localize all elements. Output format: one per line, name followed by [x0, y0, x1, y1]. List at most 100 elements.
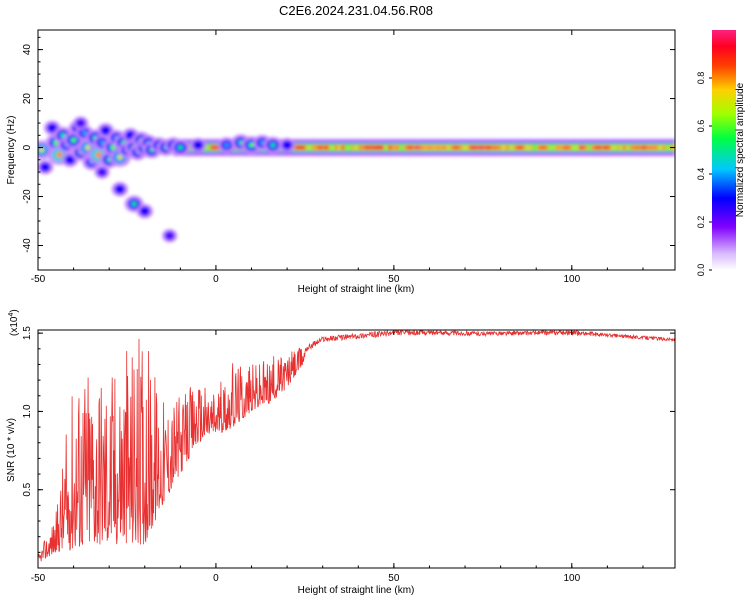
spectral-blob-core [167, 233, 172, 238]
spectral-blob-core [49, 125, 55, 131]
band-fleck [297, 145, 302, 150]
snr-multiplier: (x104) [8, 309, 20, 336]
band-fleck [524, 145, 532, 150]
band-fleck [485, 145, 492, 150]
spectral-blob-core [78, 121, 83, 125]
band-fleck [313, 145, 318, 150]
snr-x-tick-label: -50 [31, 573, 46, 584]
snr-x-axis-label: Height of straight line (km) [298, 585, 415, 596]
band-fleck [587, 145, 592, 150]
band-fleck [571, 145, 578, 150]
spectral-blob-core [56, 152, 63, 158]
snr-y-tick-label: 1.0 [22, 404, 33, 418]
band-fleck [556, 145, 563, 150]
spectral-blob-core [248, 142, 255, 148]
band-fleck [477, 145, 485, 150]
snr-multiplier-exponent: 4 [8, 313, 15, 317]
band-fleck [329, 145, 336, 150]
snr-y-tick-label: 1.5 [22, 326, 33, 340]
colorbar-gradient [712, 30, 736, 270]
snr-x-tick-label: 100 [563, 573, 580, 584]
snr-content [38, 330, 675, 562]
snr-multiplier-base: (x10 [9, 316, 20, 336]
band-fleck [642, 145, 646, 150]
spectrogram-frame [37, 29, 676, 271]
band-fleck [383, 145, 388, 150]
spectrogram-y-tick-label: 40 [22, 44, 33, 56]
band-fleck [540, 145, 546, 150]
band-fleck [579, 145, 584, 150]
band-fleck [657, 145, 663, 150]
spectral-blob-core [42, 165, 48, 170]
band-fleck [595, 145, 602, 150]
spectrogram-x-axis-label: Height of straight line (km) [298, 284, 415, 295]
colorbar-tick-label: 0.4 [696, 168, 706, 181]
band-fleck [462, 145, 469, 150]
spectrogram-y-tick-label: 20 [22, 93, 33, 105]
band-fleck [188, 145, 193, 150]
spectrogram-x-tick-label: 50 [388, 274, 400, 285]
spectral-blob-core [270, 142, 276, 148]
spectral-blob-core [117, 187, 123, 192]
band-fleck [352, 145, 360, 150]
spectral-blob-core [70, 137, 77, 143]
band-fleck [415, 145, 420, 150]
spectrogram-panel: -50 0 50 100 -40 -20 0 20 40 Height of straight … [6, 29, 676, 295]
snr-x-tick-label: 0 [213, 573, 219, 584]
colorbar-tick-label: 0.6 [696, 120, 706, 133]
colorbar-label: Normalized spectral amplitude [735, 82, 746, 217]
band-fleck [501, 145, 506, 150]
spectral-blob-core [131, 201, 137, 207]
band-fleck [618, 145, 622, 150]
band-fleck [548, 145, 556, 150]
snr-frame [37, 329, 676, 569]
band-fleck [360, 145, 365, 150]
band-fleck [603, 145, 610, 150]
band-fleck [446, 145, 451, 150]
spectral-blob-core [142, 209, 148, 214]
band-fleck [610, 145, 618, 150]
snr-y-tick-label: 0.5 [22, 482, 33, 496]
band-fleck [509, 145, 514, 150]
band-fleck [516, 145, 523, 150]
band-fleck [470, 145, 477, 150]
spectrogram-y-tick-label: -40 [22, 238, 33, 253]
spectrogram-energy [38, 116, 675, 243]
spectrogram-axes: -50 0 50 100 -40 -20 0 20 40 [22, 30, 675, 285]
band-fleck [376, 145, 382, 150]
snr-axes: -50 0 50 100 0.5 1.0 1.5 [22, 326, 675, 584]
band-fleck [532, 145, 538, 150]
band-fleck [344, 145, 352, 150]
band-fleck [438, 145, 444, 150]
band-fleck [368, 145, 373, 150]
band-fleck [665, 145, 671, 150]
spectral-blob-core [177, 145, 184, 150]
band-fleck [399, 145, 405, 150]
chart-title: C2E6.2024.231.04.56.R08 [279, 3, 433, 18]
snr-panel: -50 0 50 100 0.5 1.0 1.5 Height of straight li… [6, 309, 676, 596]
colorbar: 0.0 0.2 0.4 0.6 0.8 Normalized spectral ampl… [696, 30, 746, 276]
spectral-blob-core [195, 143, 201, 148]
spectral-blob-core [67, 157, 73, 162]
snr-series-line [38, 330, 675, 562]
band-fleck [305, 145, 313, 150]
spectral-blob-core [128, 133, 133, 138]
band-fleck [454, 145, 458, 150]
band-fleck [423, 145, 429, 150]
spectral-blob-core [109, 144, 116, 151]
band-fleck [563, 145, 569, 150]
spectrogram-content [38, 116, 675, 243]
snr-multiplier-close: ) [9, 309, 20, 312]
spectral-blob-core [95, 152, 102, 158]
spectrogram-x-tick-label: -50 [31, 274, 46, 285]
spectral-blob-core [81, 130, 87, 136]
spectral-blob-core [38, 147, 45, 153]
band-fleck [391, 145, 396, 150]
band-fleck [336, 145, 342, 150]
band-fleck [493, 145, 497, 150]
spectrogram-y-tick-label: -20 [22, 189, 33, 204]
spectrogram-y-tick-label: 0 [22, 144, 33, 150]
colorbar-tick-label: 0.2 [696, 216, 706, 229]
snr-x-tick-label: 50 [388, 573, 400, 584]
